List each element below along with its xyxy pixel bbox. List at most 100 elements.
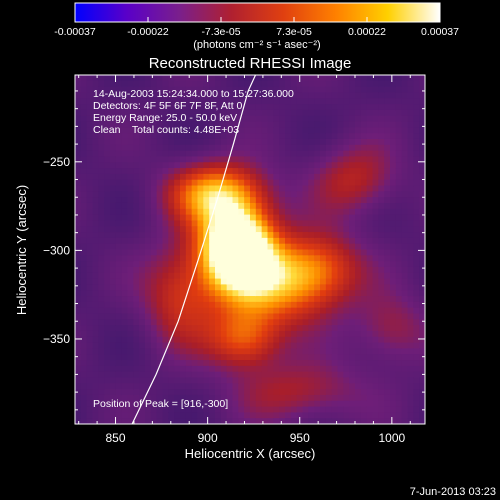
heatmap-cell: [360, 319, 368, 326]
heatmap-cell: [174, 127, 181, 134]
heatmap-cell: [261, 104, 269, 111]
heatmap-cell: [75, 342, 82, 349]
heatmap-cell: [145, 197, 152, 204]
heatmap-cell: [331, 179, 339, 187]
heatmap-cell: [203, 342, 210, 349]
colorbar-tick-label: 0.00022: [348, 26, 386, 38]
heatmap-cell: [197, 80, 204, 88]
heatmap-cell: [290, 418, 298, 424]
heatmap-cell: [366, 75, 374, 82]
heatmap-cell: [121, 98, 129, 105]
heatmap-cell: [401, 138, 409, 146]
heatmap-cell: [145, 400, 152, 408]
colorbar-tick-label: 7.3e-05: [276, 26, 312, 38]
heatmap-cell: [366, 179, 374, 187]
heatmap-cell: [197, 104, 204, 111]
heatmap-cell: [232, 389, 239, 396]
x-tick-label: 1000: [378, 431, 405, 445]
heatmap-cell: [372, 168, 379, 175]
heatmap-cell: [98, 249, 105, 256]
heatmap-cell: [331, 214, 339, 222]
heatmap-cell: [220, 284, 228, 291]
heatmap-cell: [185, 266, 193, 274]
heatmap-cell: [244, 104, 251, 111]
heatmap-cell: [174, 278, 181, 285]
heatmap-cell: [209, 261, 216, 268]
heatmap-cell: [203, 301, 210, 309]
heatmap-cell: [314, 377, 321, 384]
heatmap-cell: [156, 290, 164, 297]
heatmap-cell: [261, 197, 269, 204]
heatmap-cell: [121, 243, 129, 251]
heatmap-cell: [378, 354, 385, 361]
heatmap-cell: [279, 342, 286, 349]
heatmap-cell: [180, 138, 187, 146]
heatmap-cell: [378, 237, 385, 245]
heatmap-cell: [203, 255, 210, 262]
heatmap-cell: [349, 330, 356, 338]
heatmap-cell: [197, 290, 204, 297]
heatmap-cell: [80, 278, 88, 285]
heatmap-cell: [220, 75, 228, 82]
heatmap-cell: [220, 330, 228, 338]
heatmap-cell: [80, 197, 88, 204]
heatmap-cell: [92, 342, 99, 349]
heatmap-cell: [378, 272, 385, 280]
heatmap-cell: [366, 92, 374, 99]
heatmap-cell: [360, 394, 368, 402]
heatmap-cell: [215, 179, 222, 187]
heatmap-cell: [290, 150, 298, 158]
heatmap-cell: [75, 290, 82, 297]
heatmap-cell: [390, 389, 397, 396]
heatmap-cell: [349, 92, 356, 99]
heatmap-cell: [308, 214, 315, 222]
heatmap-cell: [226, 261, 234, 268]
heatmap-cell: [162, 394, 169, 402]
heatmap-cell: [115, 266, 123, 274]
heatmap-cell: [232, 406, 239, 413]
heatmap-cell: [238, 86, 245, 94]
heatmap-cell: [250, 150, 257, 158]
heatmap-cell: [285, 115, 292, 123]
heatmap-cell: [232, 365, 239, 373]
heatmap-cell: [325, 202, 333, 210]
heatmap-cell: [395, 418, 403, 424]
heatmap-cell: [384, 325, 391, 332]
heatmap-cell: [185, 202, 193, 210]
heatmap-cell: [139, 115, 146, 123]
heatmap-cell: [209, 115, 216, 123]
heatmap-cell: [209, 377, 216, 384]
heatmap-cell: [250, 301, 257, 309]
heatmap-cell: [115, 173, 123, 181]
heatmap-cell: [104, 104, 111, 111]
heatmap-cell: [168, 418, 175, 424]
heatmap-cell: [75, 330, 82, 338]
heatmap-cell: [180, 406, 187, 413]
heatmap-cell: [343, 127, 350, 134]
heatmap-cell: [401, 377, 409, 384]
heatmap-cell: [401, 342, 409, 349]
heatmap-cell: [296, 173, 304, 181]
heatmap-cell: [197, 191, 204, 198]
heatmap-cell: [215, 418, 222, 424]
heatmap-cell: [337, 377, 344, 384]
heatmap-cell: [104, 243, 111, 251]
heatmap-cell: [80, 156, 88, 163]
heatmap-cell: [390, 342, 397, 349]
heatmap-cell: [162, 156, 169, 163]
heatmap-cell: [407, 243, 414, 251]
heatmap-cell: [384, 249, 391, 256]
heatmap-cell: [86, 412, 94, 419]
heatmap-cell: [279, 104, 286, 111]
heatmap-cell: [331, 307, 339, 315]
heatmap-cell: [384, 296, 391, 303]
heatmap-cell: [191, 394, 199, 402]
heatmap-cell: [314, 168, 321, 175]
heatmap-cell: [110, 127, 117, 134]
heatmap-cell: [110, 400, 117, 408]
heatmap-cell: [413, 208, 420, 216]
heatmap-cell: [285, 389, 292, 396]
heatmap-cell: [325, 296, 333, 303]
heatmap-cell: [302, 412, 309, 419]
heatmap-cell: [86, 272, 94, 280]
